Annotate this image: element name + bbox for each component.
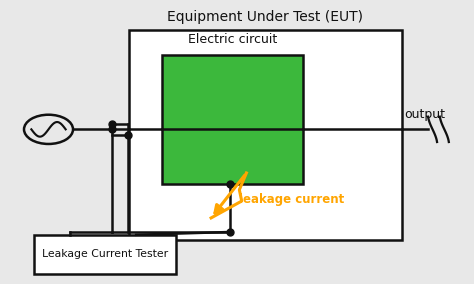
Text: leakage current: leakage current	[239, 193, 345, 206]
Bar	[162, 55, 303, 184]
Text: output: output	[404, 108, 445, 121]
Text: Electric circuit: Electric circuit	[188, 34, 277, 46]
Bar	[128, 30, 402, 241]
Text: Equipment Under Test (EUT): Equipment Under Test (EUT)	[167, 10, 363, 24]
Text: Leakage Current Tester: Leakage Current Tester	[42, 249, 168, 260]
Bar	[35, 235, 176, 274]
